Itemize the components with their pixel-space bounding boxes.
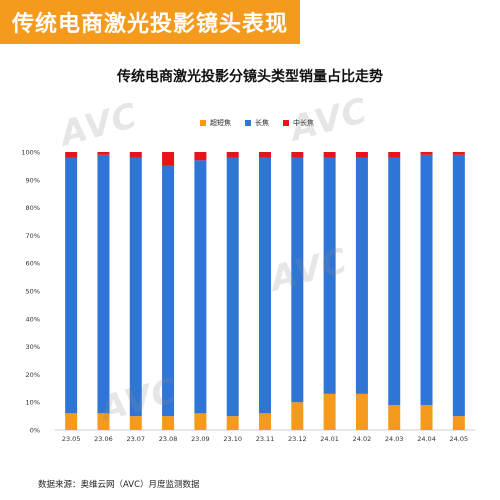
x-tick-label: 23.11	[256, 435, 275, 443]
bar-segment-ultra-short	[452, 416, 465, 430]
bar-segment-long	[162, 165, 175, 417]
y-tick-label: 90%	[26, 176, 40, 184]
legend-swatch-ultra-short	[200, 120, 206, 126]
bar-segment-long	[194, 160, 207, 414]
chart-title: 传统电商激光投影分镜头类型销量占比走势	[117, 69, 383, 85]
bar-segment-long	[452, 154, 465, 417]
bar-segment-ultra-short	[194, 413, 207, 430]
bar-segment-ultra-short	[323, 393, 336, 430]
bar-segment-long	[388, 157, 401, 405]
legend-label-long: 长焦	[255, 119, 269, 127]
bar-segment-mid-long	[420, 152, 433, 155]
x-tick-label: 23.06	[94, 435, 113, 443]
legend-swatch-mid-long	[283, 120, 289, 126]
x-tick-label: 23.08	[159, 435, 178, 443]
x-tick-label: 24.01	[320, 435, 339, 443]
bar-segment-ultra-short	[420, 404, 433, 430]
x-tick-label: 23.12	[288, 435, 307, 443]
bar-segment-mid-long	[452, 152, 465, 155]
x-tick-label: 23.09	[191, 435, 210, 443]
bar-segment-long	[129, 157, 142, 417]
legend-item-mid-long: 中长焦	[283, 117, 314, 129]
y-tick-label: 10%	[26, 399, 40, 407]
y-tick-label: 100%	[21, 149, 40, 157]
legend-label-ultra-short: 超短焦	[210, 119, 231, 127]
bar-segment-ultra-short	[259, 413, 271, 430]
y-tick-label: 80%	[26, 204, 40, 212]
bar-segment-ultra-short	[355, 393, 368, 430]
bar-segment-long	[291, 157, 304, 403]
bar-segment-mid-long	[388, 152, 401, 158]
bar-segment-ultra-short	[65, 413, 78, 430]
bar-segment-ultra-short	[129, 416, 142, 430]
bar-segment-ultra-short	[388, 404, 401, 430]
bar-segment-mid-long	[323, 152, 336, 158]
legend-item-ultra-short: 超短焦	[200, 117, 231, 129]
bar-segment-long	[420, 154, 433, 405]
x-tick-label: 24.04	[417, 435, 436, 443]
x-tick-label: 23.07	[126, 435, 145, 443]
x-tick-label: 23.10	[223, 435, 242, 443]
bar-segment-long	[323, 157, 336, 394]
bar-segment-mid-long	[226, 152, 239, 158]
y-tick-label: 0%	[30, 427, 40, 435]
bar-segment-ultra-short	[97, 413, 110, 430]
y-tick-label: 50%	[26, 288, 40, 296]
chart-legend: 超短焦 长焦 中长焦	[200, 117, 314, 129]
y-tick-label: 30%	[26, 343, 40, 351]
bar-segment-mid-long	[291, 152, 304, 158]
bar-segment-ultra-short	[162, 416, 175, 430]
y-tick-label: 20%	[26, 371, 40, 379]
bar-segment-mid-long	[194, 152, 207, 161]
legend-item-long: 长焦	[245, 117, 269, 129]
bar-segment-mid-long	[65, 152, 78, 158]
data-source-note: 数据来源：奥维云网（AVC）月度监测数据	[38, 480, 200, 490]
title-banner: 传统电商激光投影镜头表现	[0, 0, 300, 44]
bar-segment-mid-long	[97, 152, 110, 155]
bar-segment-long	[65, 157, 78, 414]
bar-segment-ultra-short	[226, 416, 239, 430]
bar-segment-mid-long	[129, 152, 142, 158]
banner-title: 传统电商激光投影镜头表现	[12, 12, 289, 37]
x-tick-label: 24.03	[385, 435, 404, 443]
bar-segment-long	[355, 157, 368, 394]
y-tick-label: 60%	[26, 260, 40, 268]
y-tick-label: 40%	[26, 315, 40, 323]
legend-label-mid-long: 中长焦	[293, 119, 314, 127]
bar-segment-ultra-short	[291, 402, 304, 430]
y-tick-label: 70%	[26, 232, 40, 240]
x-tick-label: 24.05	[450, 435, 469, 443]
bar-segment-mid-long	[162, 152, 175, 166]
bar-segment-long	[226, 157, 239, 417]
bar-segment-mid-long	[259, 152, 271, 158]
x-tick-label: 24.02	[353, 435, 372, 443]
x-tick-label: 23.05	[62, 435, 81, 443]
bar-segment-long	[259, 157, 271, 414]
bar-segment-long	[97, 154, 110, 414]
legend-swatch-long	[245, 120, 251, 126]
bar-segment-mid-long	[355, 152, 368, 158]
